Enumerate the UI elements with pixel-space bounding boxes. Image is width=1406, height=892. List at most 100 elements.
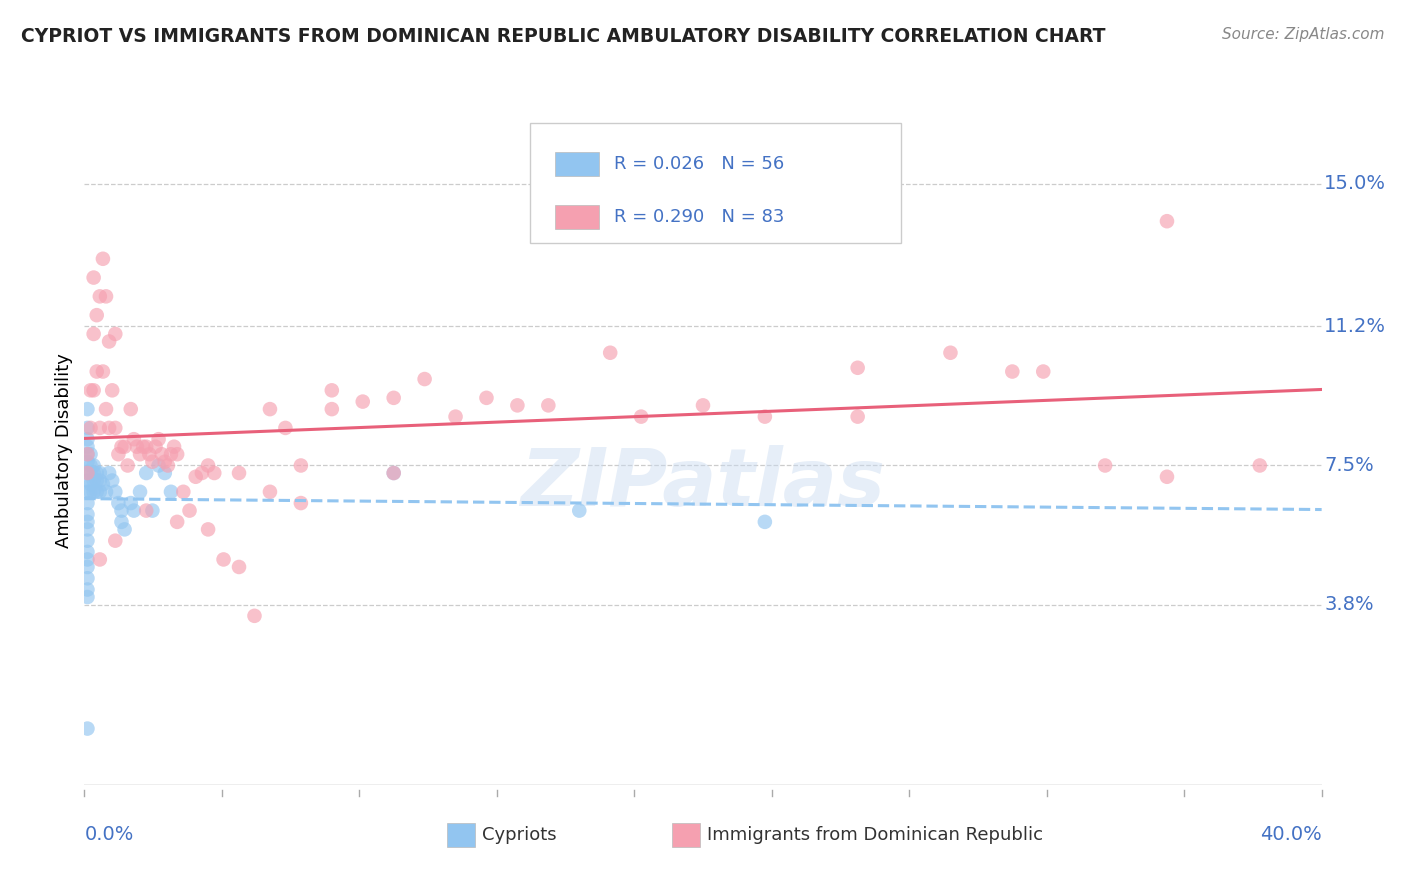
Point [1249,458,1271,473]
Point [86,484,108,499]
Point [153,455,176,469]
Point [290,496,312,510]
Point [1094,458,1116,473]
Point [125,440,148,454]
Point [89,474,111,488]
Point [166,447,188,461]
Point [86,466,108,480]
Point [197,522,219,536]
Point [382,466,405,480]
Point [79,447,101,461]
Point [135,503,157,517]
Point [135,466,157,480]
Point [160,447,183,461]
Point [94,484,117,499]
Point [76,590,98,604]
Text: Source: ZipAtlas.com: Source: ZipAtlas.com [1222,27,1385,42]
Point [86,308,108,322]
Point [138,447,160,461]
Point [76,508,98,522]
Point [89,552,111,566]
Point [939,345,962,359]
Point [104,421,127,435]
Point [141,455,163,469]
Point [107,447,129,461]
Point [79,484,101,499]
Text: 3.8%: 3.8% [1324,595,1374,614]
Point [89,289,111,303]
Point [197,458,219,473]
Point [110,515,132,529]
Point [114,440,136,454]
Point [1156,469,1178,483]
Point [89,466,111,480]
Point [76,582,98,597]
Point [83,466,105,480]
Text: 7.5%: 7.5% [1324,456,1374,475]
Point [79,384,101,398]
Point [86,365,108,379]
Point [156,458,179,473]
Point [76,722,98,736]
Point [382,466,405,480]
Point [76,402,98,417]
Point [83,484,105,499]
Point [228,466,250,480]
Point [184,469,207,483]
Point [86,474,108,488]
Point [91,477,114,491]
Point [114,522,136,536]
Point [120,496,142,510]
FancyBboxPatch shape [554,205,599,229]
Point [76,421,98,435]
Point [1001,365,1024,379]
Point [101,474,124,488]
Point [89,484,111,499]
Point [382,391,405,405]
Point [98,421,121,435]
Point [76,440,98,454]
Text: 0.0%: 0.0% [84,825,134,844]
Point [191,466,214,480]
Point [79,466,101,480]
Point [129,447,152,461]
Text: CYPRIOT VS IMMIGRANTS FROM DOMINICAN REPUBLIC AMBULATORY DISABILITY CORRELATION : CYPRIOT VS IMMIGRANTS FROM DOMINICAN REP… [21,27,1105,45]
Point [76,533,98,548]
Point [160,484,183,499]
Point [537,398,560,412]
Point [83,326,105,341]
Point [352,394,374,409]
Point [76,560,98,574]
Point [150,447,173,461]
Point [76,515,98,529]
FancyBboxPatch shape [554,152,599,176]
Point [76,552,98,566]
Point [259,402,281,417]
Point [76,447,98,461]
Point [754,515,776,529]
Point [243,608,266,623]
Text: ZIPatlas: ZIPatlas [520,445,886,523]
Point [76,466,98,480]
Point [76,466,98,480]
Text: 40.0%: 40.0% [1260,825,1322,844]
FancyBboxPatch shape [530,123,901,244]
Point [129,484,152,499]
Point [228,560,250,574]
Point [76,496,98,510]
Point [76,447,98,461]
Point [1156,214,1178,228]
Point [1032,365,1054,379]
Point [76,545,98,559]
Point [91,252,114,266]
Point [104,533,127,548]
Point [104,484,127,499]
Text: 11.2%: 11.2% [1324,317,1386,336]
Y-axis label: Ambulatory Disability: Ambulatory Disability [55,353,73,548]
Text: R = 0.290   N = 83: R = 0.290 N = 83 [614,208,785,226]
Point [76,571,98,585]
Text: R = 0.026   N = 56: R = 0.026 N = 56 [614,154,785,172]
Point [89,421,111,435]
Text: 15.0%: 15.0% [1324,174,1386,193]
Point [76,474,98,488]
